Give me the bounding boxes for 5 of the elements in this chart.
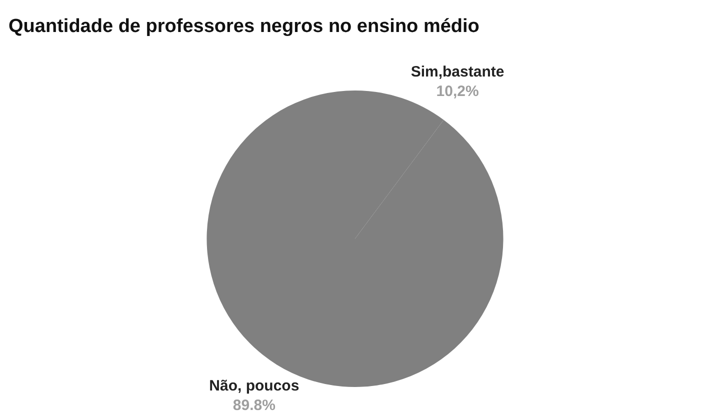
- slice-label: Não, poucos: [209, 378, 300, 395]
- data-label: 10,2%: [436, 82, 479, 100]
- slice-label: Sim,bastante: [410, 63, 504, 80]
- data-label: 89.8%: [232, 397, 276, 414]
- chart-title: Quantidade de professores negros no ensino médio: [8, 16, 480, 38]
